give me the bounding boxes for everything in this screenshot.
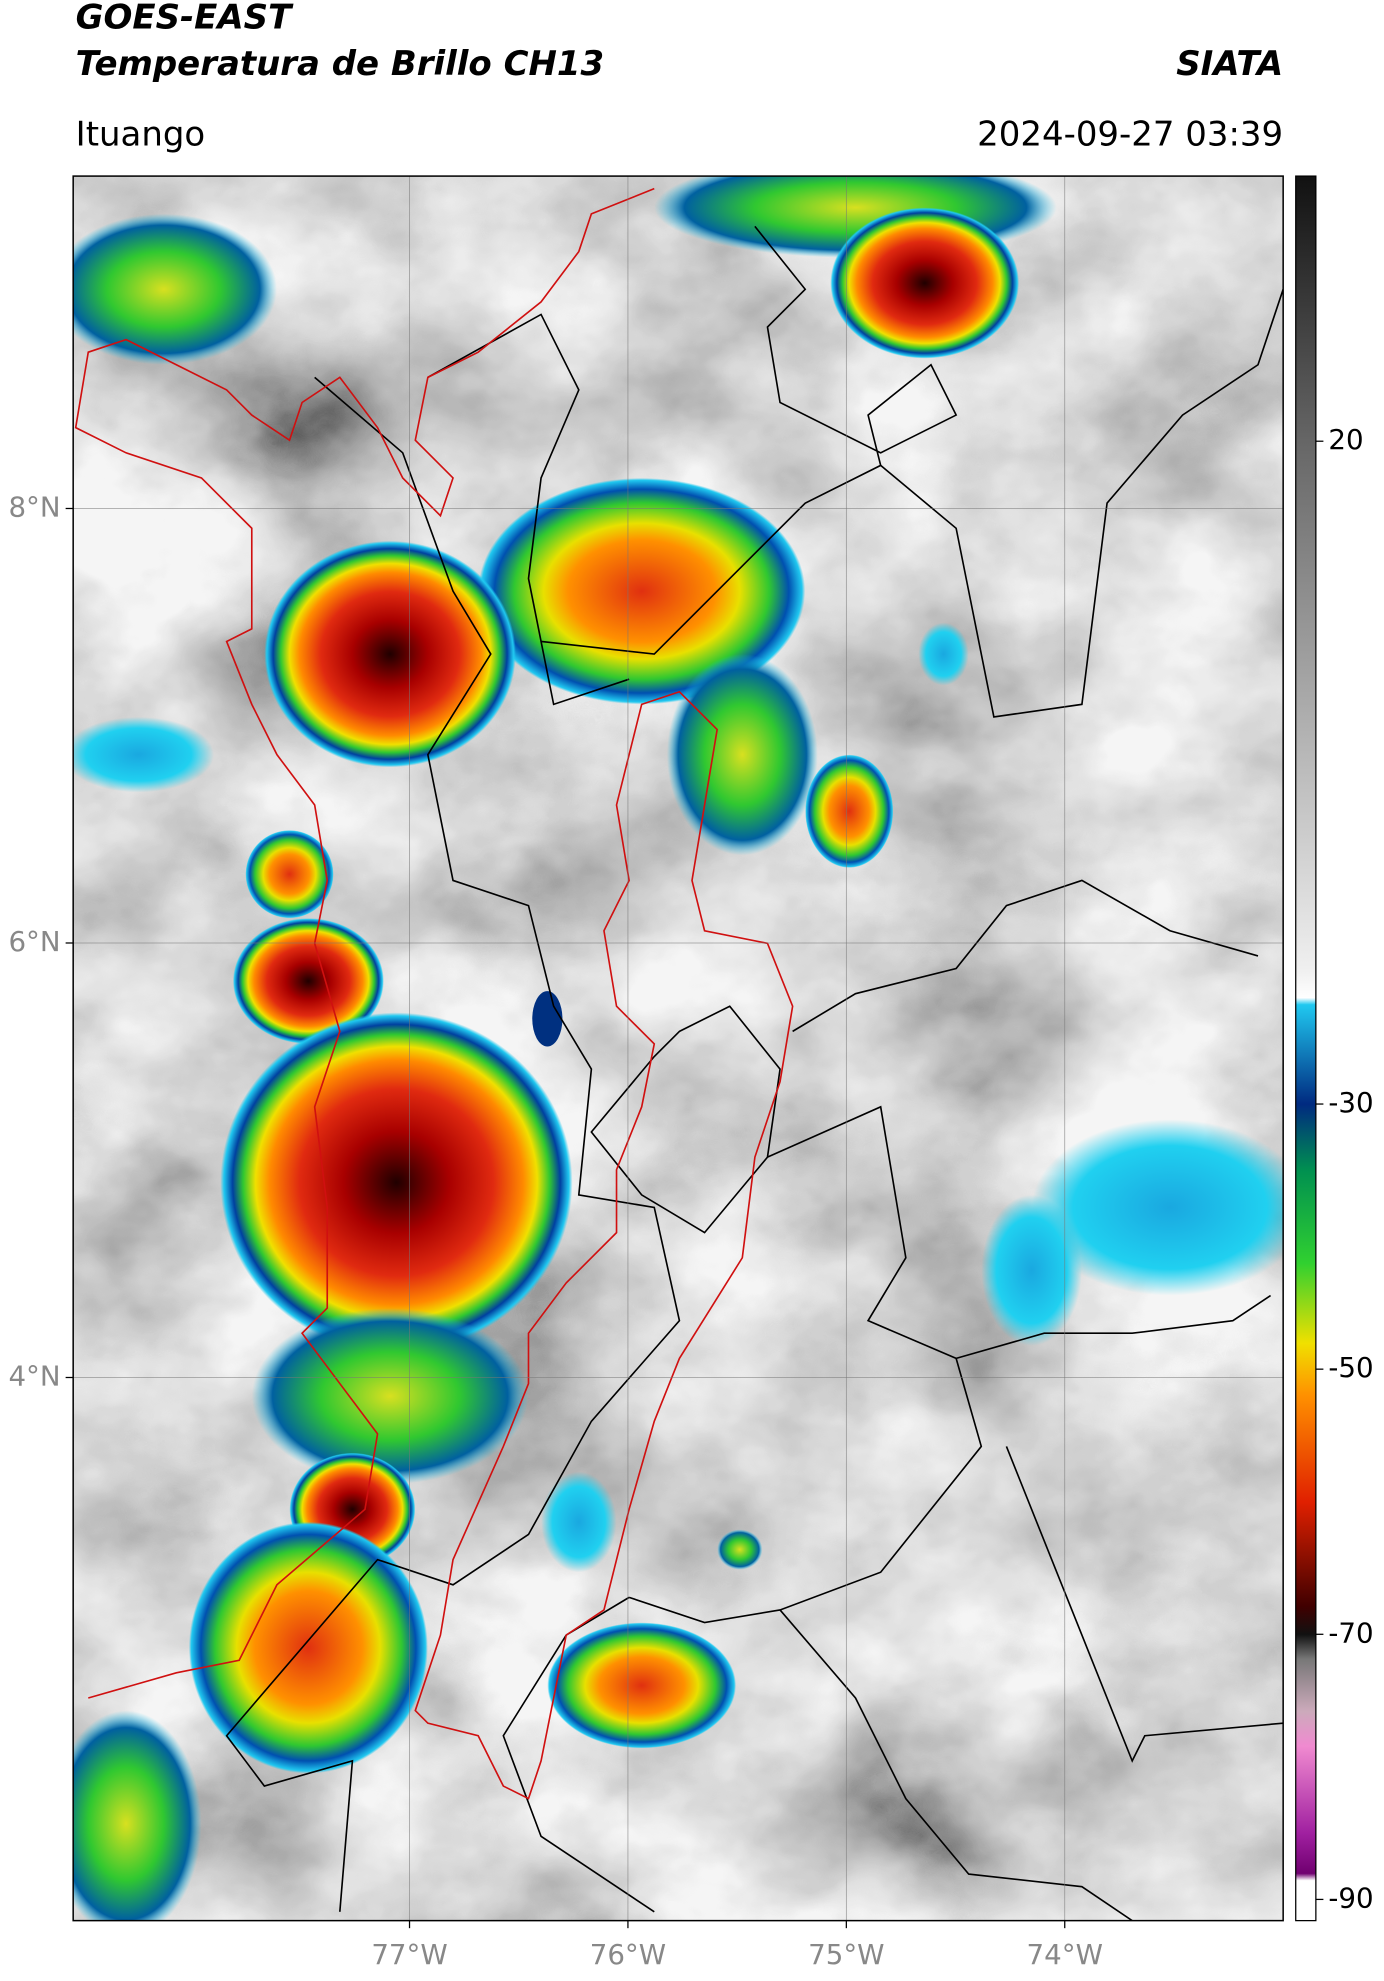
x-tick-label: 77°W [371, 1938, 447, 1971]
colorbar-tick-label: -70 [1328, 1616, 1373, 1649]
y-tick-label: 4°N [8, 1359, 60, 1392]
y-tick-label: 8°N [8, 490, 60, 523]
y-tick-label: 6°N [8, 925, 60, 958]
map-frame [72, 175, 1284, 1922]
location: Ituango [76, 114, 206, 154]
cloud-tops [73, 176, 1284, 1921]
colorbar [1295, 175, 1317, 1922]
colorbar-tick-label: -50 [1328, 1351, 1373, 1384]
colorbar-tick-label: -90 [1328, 1881, 1373, 1914]
x-tick-label: 75°W [808, 1938, 884, 1971]
boundaries [74, 187, 794, 1800]
borders [225, 225, 1284, 1921]
x-tick-label: 74°W [1027, 1938, 1103, 1971]
datetime: 2024-09-27 03:39 [977, 114, 1283, 154]
x-tick-label: 76°W [590, 1938, 666, 1971]
satellite-image [73, 176, 1284, 1921]
colorbar-tick-label: 20 [1328, 423, 1363, 456]
subtitle: Temperatura de Brillo CH13 [76, 44, 604, 84]
graticule [73, 176, 1284, 1921]
colorbar-tick-label: -30 [1328, 1086, 1373, 1119]
source: SIATA [1176, 44, 1283, 84]
title: GOES-EAST [76, 0, 294, 37]
